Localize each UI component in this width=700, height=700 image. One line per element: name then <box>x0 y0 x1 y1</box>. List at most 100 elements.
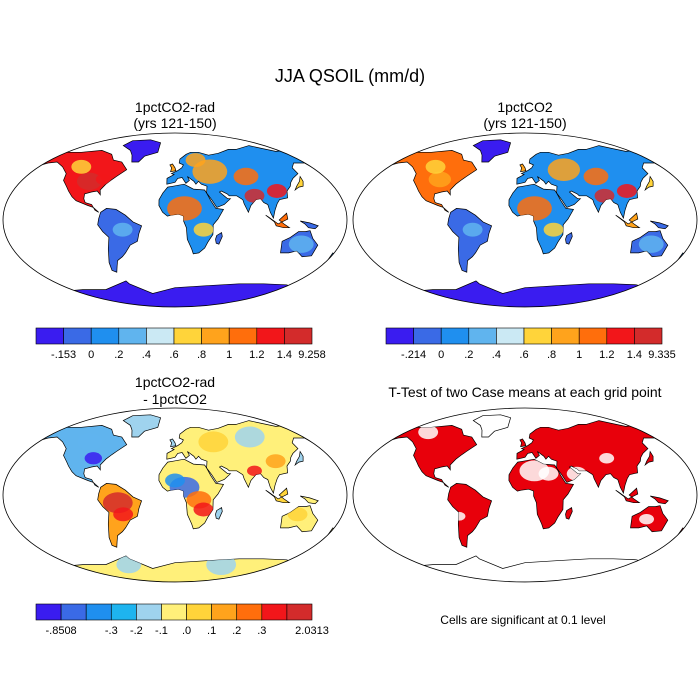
colorbar-label: .2 <box>464 349 473 361</box>
field-patch <box>543 222 564 237</box>
colorbar-swatch <box>606 327 635 345</box>
colorbar-swatch <box>60 603 87 621</box>
landmass-madagascar <box>565 232 573 245</box>
field-patch <box>547 158 581 182</box>
colorbar-swatch <box>256 327 285 345</box>
field-patch <box>247 465 262 477</box>
landmass-south-america <box>97 208 143 273</box>
landmass-great-britain <box>519 163 527 173</box>
field-patch <box>639 513 655 525</box>
colorbar-swatch <box>85 603 112 621</box>
colorbar-label: -.153 <box>51 349 76 361</box>
colorbar-swatch <box>35 327 64 345</box>
field-patch <box>266 184 287 198</box>
colorbar-3: -.8508 -.3 -.2 -.1 .0 .1 .2 .3 2.0313 <box>35 603 329 637</box>
colorbar-label: .8 <box>547 349 556 361</box>
colorbar-swatch <box>578 327 608 345</box>
panel-3-title-line-1: 1pctCO2-rad <box>135 374 215 390</box>
colorbar-label: 1.4 <box>277 349 292 361</box>
field-patch <box>288 235 314 253</box>
landmass-great-britain <box>169 163 177 173</box>
colorbar-swatch <box>35 603 62 621</box>
landmass-indonesia <box>615 212 641 229</box>
field-patch <box>234 426 265 448</box>
landmass-south-america <box>447 483 493 548</box>
panel-4-note: Cells are significant at 0.1 level <box>440 613 605 627</box>
colorbar-label: .2 <box>232 625 241 637</box>
colorbar-swatch <box>228 327 258 345</box>
field-patch <box>113 507 134 522</box>
landmass-japan <box>294 450 304 467</box>
colorbar-label: 1.2 <box>249 349 264 361</box>
field-patch <box>616 184 637 198</box>
landmass-north-america <box>37 425 128 488</box>
colorbar-swatch <box>146 327 175 345</box>
colorbar-label: .4 <box>142 349 151 361</box>
landmass-south-america <box>447 208 493 273</box>
colorbar-swatch <box>136 603 162 621</box>
landmass-new-guinea <box>650 495 669 505</box>
field-patch <box>233 167 259 186</box>
panel-1-title-line-2: (yrs 121-150) <box>133 115 216 131</box>
colorbar-label: -.1 <box>155 625 168 637</box>
colorbar-swatch <box>236 603 263 621</box>
landmass-new-guinea <box>300 220 319 230</box>
colorbar-label: 9.258 <box>298 349 326 361</box>
panel-3-title-line-2: - 1pctCO2 <box>143 391 207 407</box>
field-patch <box>428 171 452 188</box>
landmass-japan <box>294 175 304 192</box>
colorbar-swatch <box>63 327 92 345</box>
landmass-new-guinea <box>300 495 319 505</box>
colorbar-label: .1 <box>207 625 216 637</box>
colorbar-swatch <box>496 327 525 345</box>
panel-4-title: T-Test of two Case means at each grid po… <box>388 384 661 400</box>
field-patch <box>193 502 214 517</box>
colorbar-label: 1.4 <box>627 349 642 361</box>
landmass-madagascar <box>215 232 223 245</box>
colorbar-label: -.2 <box>130 625 143 637</box>
colorbar-swatch <box>286 603 313 621</box>
colorbar-label: .6 <box>519 349 528 361</box>
colorbar-label: -.214 <box>401 349 426 361</box>
colorbar-swatch <box>385 327 414 345</box>
field-patch <box>84 452 103 465</box>
colorbar-swatch <box>110 603 137 621</box>
landmass-eurasia <box>516 420 674 495</box>
field-patch <box>425 159 446 174</box>
colorbar-label: -.3 <box>105 625 118 637</box>
map-panel-1 <box>2 132 348 308</box>
landmass-greenland <box>122 139 162 163</box>
figure-title: JJA QSOIL (mm/d) <box>275 66 425 86</box>
field-patch <box>76 172 102 191</box>
field-patch <box>538 466 559 481</box>
landmass-great-britain <box>519 438 527 448</box>
landmass-japan <box>644 450 654 467</box>
colorbar-label: 2.0313 <box>295 625 329 637</box>
landmass-great-britain <box>169 438 177 448</box>
map-panel-4 <box>352 407 698 583</box>
landmass-madagascar <box>215 507 223 520</box>
colorbar-label: .6 <box>169 349 178 361</box>
colorbar-label: -.8508 <box>45 625 76 637</box>
field-patch <box>583 167 609 186</box>
colorbar-swatch <box>551 327 580 345</box>
colorbar-label: .2 <box>114 349 123 361</box>
colorbar-label: 9.335 <box>648 349 676 361</box>
colorbar-swatch <box>468 327 497 345</box>
colorbar-label: 1 <box>226 349 232 361</box>
colorbar-label: .8 <box>197 349 206 361</box>
colorbar-swatch <box>440 327 470 345</box>
landmass-japan <box>644 175 654 192</box>
colorbar-swatch <box>161 603 187 621</box>
field-patch <box>198 431 229 453</box>
map-panel-2 <box>352 132 698 308</box>
landmass-indonesia <box>265 487 291 504</box>
colorbar-label: 0 <box>438 349 444 361</box>
field-patch <box>95 174 111 185</box>
colorbar-label: .0 <box>182 625 191 637</box>
landmass-new-guinea <box>650 220 669 230</box>
field-patch <box>165 473 185 488</box>
colorbar-swatch <box>201 327 230 345</box>
colorbar-label: .4 <box>492 349 501 361</box>
field-patch <box>638 235 664 253</box>
